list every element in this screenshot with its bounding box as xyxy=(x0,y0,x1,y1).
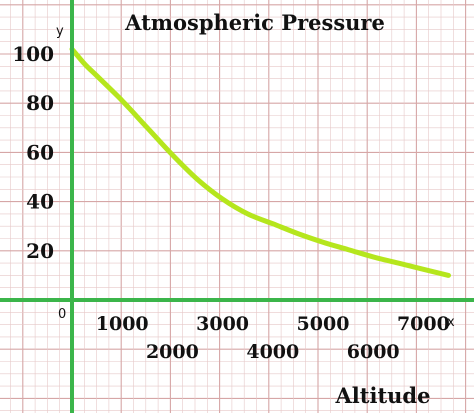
y-tick-label: 80 xyxy=(26,91,54,115)
origin-label: 0 xyxy=(58,307,66,322)
y-tick-label: 60 xyxy=(26,140,54,164)
y-tick-label: 100 xyxy=(12,42,54,66)
x-tick-label: 7000 xyxy=(397,313,450,335)
x-tick-label: 1000 xyxy=(96,313,149,335)
y-axis-letter: y xyxy=(56,24,64,39)
pressure-curve xyxy=(69,46,451,278)
x-axis-letter: x xyxy=(447,315,455,330)
x-tick-label: 3000 xyxy=(196,313,249,335)
x-tick-label: 4000 xyxy=(246,341,299,363)
x-axis-label: Altitude xyxy=(335,383,431,408)
chart-title: Atmospheric Pressure xyxy=(124,10,385,35)
x-tick-label: 6000 xyxy=(347,341,400,363)
x-tick-label: 5000 xyxy=(297,313,350,335)
y-tick-label: 40 xyxy=(26,190,54,214)
tick-labels: 20 40 60 80 100 1000 2000 3000 4000 5000 6000 7000 xyxy=(12,42,450,363)
y-tick-label: 20 xyxy=(26,239,54,263)
x-tick-label: 2000 xyxy=(146,341,199,363)
